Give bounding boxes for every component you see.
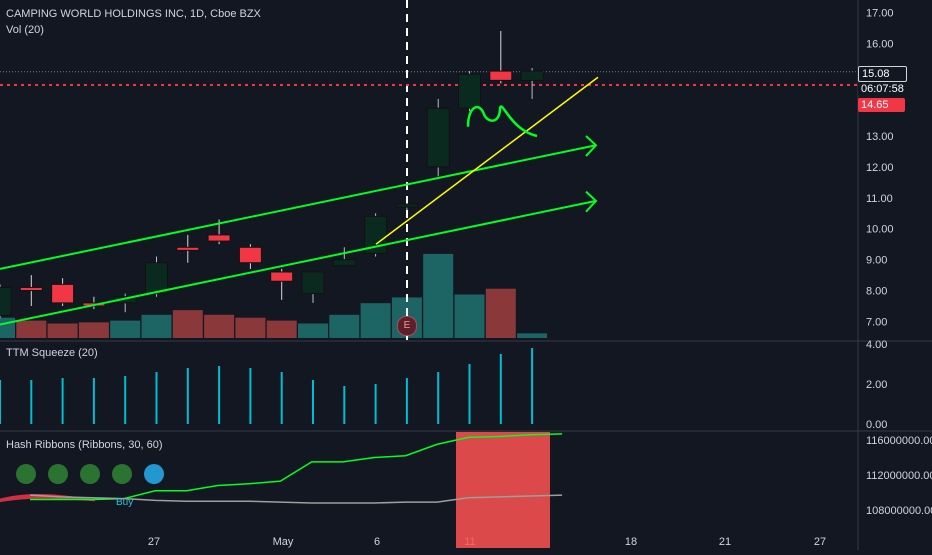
candle-body xyxy=(0,286,12,316)
volume-bar xyxy=(235,317,266,338)
last-price-tag: 15.08 xyxy=(858,66,907,82)
candle-body xyxy=(19,286,43,292)
volume-bar xyxy=(47,323,78,338)
time-tick-label: 27 xyxy=(148,536,160,548)
candle-body xyxy=(301,271,325,295)
hash-ribbons-label: Hash Ribbons (Ribbons, 30, 60) xyxy=(6,439,163,451)
hash-signal-dot xyxy=(144,464,164,484)
candle-body xyxy=(51,283,75,304)
candle-body xyxy=(489,70,513,81)
price-tick-label: 10.00 xyxy=(866,224,894,236)
volume-bar xyxy=(423,253,454,338)
upper-trend-line xyxy=(0,144,597,270)
ttm-tick-label: 0.00 xyxy=(866,419,887,431)
hash-tick-label: 116000000.00 xyxy=(866,435,932,447)
hash-signal-dot xyxy=(112,464,132,484)
candle-body xyxy=(207,234,231,242)
hash-tick-label: 108000000.00 xyxy=(866,505,932,517)
countdown-tag: 06:07:58 xyxy=(858,82,905,96)
volume-bar xyxy=(266,320,297,338)
volume-bar xyxy=(204,314,235,338)
hash-tick-label: 112000000.00 xyxy=(866,470,932,482)
volume-bar xyxy=(141,314,172,338)
lower-trend-line xyxy=(0,199,597,326)
earnings-marker[interactable]: E xyxy=(397,316,417,336)
volume-bar xyxy=(454,294,485,338)
candle-body xyxy=(176,246,200,251)
volume-bar xyxy=(78,322,109,338)
volume-bar xyxy=(329,314,360,338)
reference-price-tag: 14.65 xyxy=(858,98,905,112)
candle-body xyxy=(395,203,419,208)
price-tick-label: 9.00 xyxy=(866,255,887,267)
price-tick-label: 13.00 xyxy=(866,131,894,143)
time-tick-label: 27 xyxy=(814,536,826,548)
ttm-squeeze-label: TTM Squeeze (20) xyxy=(6,347,98,359)
candle-body xyxy=(238,246,262,264)
time-tick-label: 21 xyxy=(719,536,731,548)
buy-signal-label: Buy xyxy=(116,497,134,508)
price-tick-label: 16.00 xyxy=(866,38,894,50)
volume-bar xyxy=(16,320,47,338)
ttm-tick-label: 2.00 xyxy=(866,379,887,391)
candle-body xyxy=(364,215,388,254)
price-tick-label: 12.00 xyxy=(866,162,894,174)
yellow-trend-line xyxy=(375,76,599,245)
hash-signal-dot xyxy=(16,464,36,484)
volume-bar xyxy=(110,320,141,338)
volume-bar xyxy=(517,333,548,338)
price-tick-label: 17.00 xyxy=(866,7,894,19)
hash-slow-line xyxy=(29,494,563,504)
upper-trend-arrow xyxy=(585,135,598,157)
price-tick-label: 11.00 xyxy=(866,193,893,205)
hash-ribbon-band xyxy=(0,494,95,503)
volume-bar xyxy=(172,310,203,338)
lower-trend-arrow xyxy=(585,190,598,213)
time-tick-label: 18 xyxy=(625,536,637,548)
price-tick-label: 8.00 xyxy=(866,286,887,298)
volume-bar xyxy=(298,323,328,338)
volume-label: Vol (20) xyxy=(6,24,44,36)
hash-signal-dot xyxy=(80,464,100,484)
chart-title: CAMPING WORLD HOLDINGS INC, 1D, Cboe BZX xyxy=(6,8,261,20)
volume-bar xyxy=(485,288,516,338)
time-tick-label: May xyxy=(273,536,294,548)
price-tick-label: 7.00 xyxy=(866,316,887,328)
handdrawn-curve xyxy=(466,105,538,138)
candle-body xyxy=(113,296,137,304)
candle-body xyxy=(270,271,294,282)
time-tick-label: 6 xyxy=(374,536,380,548)
candle-body xyxy=(426,107,450,168)
ttm-tick-label: 4.00 xyxy=(866,339,887,351)
candle-body xyxy=(332,259,356,267)
candle-body xyxy=(145,262,168,295)
volume-bar xyxy=(360,303,391,338)
volume-bar xyxy=(0,317,15,338)
candle-body xyxy=(520,70,544,81)
candle-body xyxy=(458,73,481,109)
hash-signal-dot xyxy=(48,464,68,484)
hash-capitulation-zone xyxy=(456,432,550,548)
